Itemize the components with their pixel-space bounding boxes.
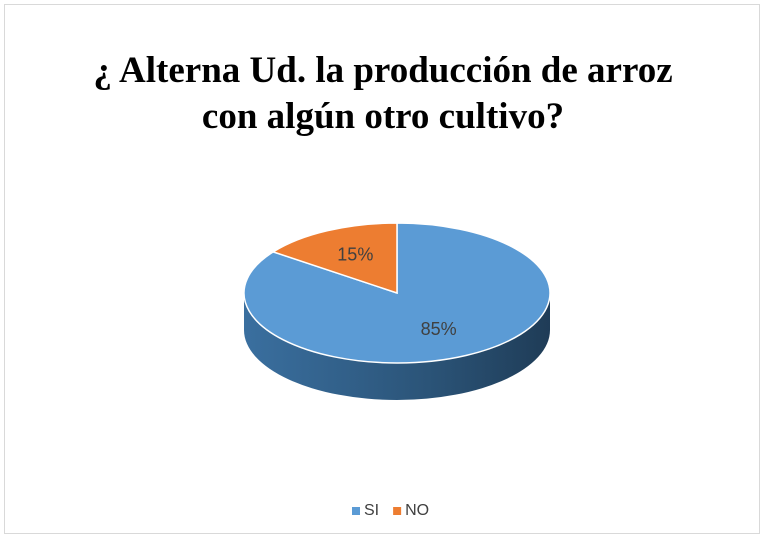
chart-title: ¿ Alterna Ud. la producción de arroz con…	[93, 50, 673, 137]
legend-swatch	[352, 507, 360, 515]
pie-slice	[271, 222, 398, 295]
legend-label: NO	[405, 502, 429, 519]
data-label: 85%	[421, 319, 457, 339]
legend-label: SI	[364, 502, 379, 519]
pie-side	[244, 293, 550, 400]
chart-frame	[4, 4, 760, 534]
legend-swatch	[393, 507, 402, 515]
data-label: 15%	[337, 244, 373, 264]
